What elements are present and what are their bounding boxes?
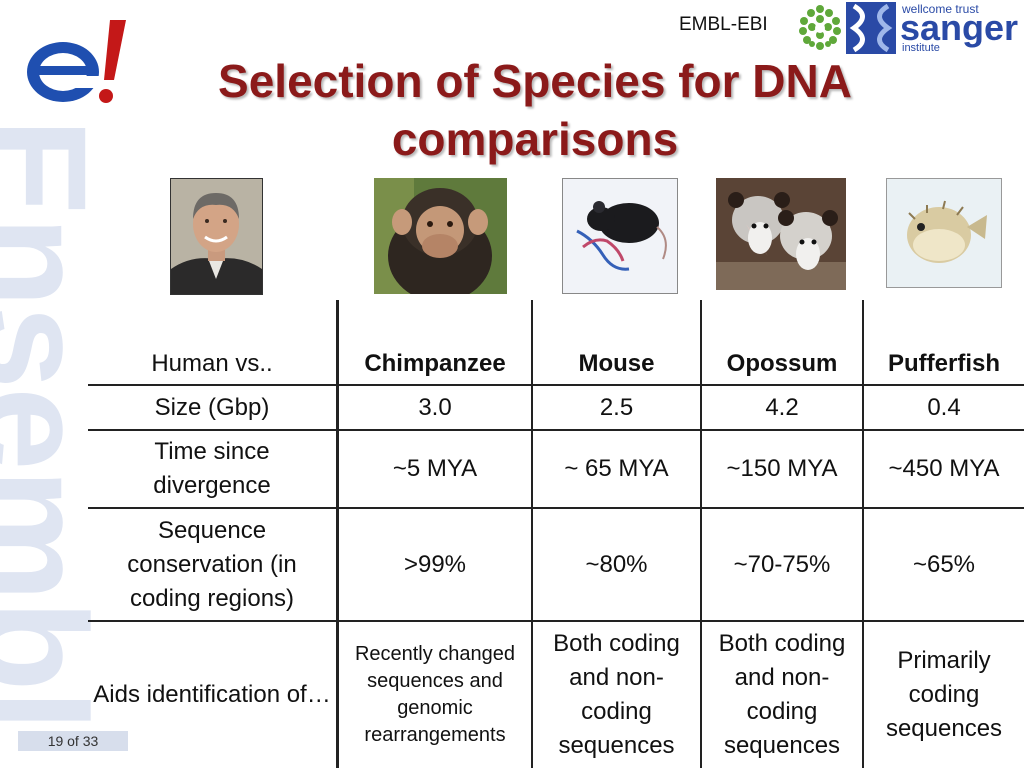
table-rule	[88, 384, 1024, 386]
table-rule	[88, 620, 1024, 622]
table-cell: ~80%	[585, 550, 648, 578]
embl-ebi-label: EMBL-EBI	[679, 14, 768, 35]
opossum-photo	[716, 178, 846, 290]
table-cell: 3.0	[418, 393, 452, 421]
table-cell: ~150 MYA	[726, 455, 838, 482]
column-header: Human vs..	[151, 350, 273, 377]
column-header: Mouse	[578, 350, 655, 377]
table-divider	[531, 300, 533, 768]
row-label: Sequence conservation (in coding regions…	[127, 516, 297, 612]
table-cell: 2.5	[599, 393, 634, 421]
table-divider	[700, 300, 702, 768]
sanger-top-text: wellcome trust	[902, 2, 979, 16]
row-label: Size (Gbp)	[154, 393, 270, 421]
table-cell: ~70-75%	[733, 550, 831, 578]
pufferfish-photo	[886, 178, 1002, 288]
species-comparison-table: Human vs.. Chimpanzee Mouse Opossum Puff…	[88, 300, 1024, 768]
chimpanzee-photo	[374, 178, 507, 294]
table-cell: 4.2	[765, 393, 799, 421]
table-cell: ~65%	[912, 550, 976, 578]
title-line-1: Selection of Species for DNA	[218, 55, 852, 107]
mouse-photo	[562, 178, 678, 294]
sanger-bottom-text: institute	[902, 42, 940, 54]
row-label: Time since divergence	[153, 438, 271, 499]
table-divider	[862, 300, 864, 768]
table-cell: 0.4	[927, 393, 961, 421]
table-cell: ~450 MYA	[888, 455, 1000, 482]
column-header: Pufferfish	[887, 350, 1000, 377]
table-rule	[88, 429, 1024, 431]
title-line-2: comparisons	[391, 113, 679, 165]
table-cell: Recently changed sequences and genomic r…	[354, 643, 516, 746]
column-header: Chimpanzee	[364, 350, 506, 377]
embl-ebi-logo-icon	[799, 5, 841, 50]
column-header: Opossum	[726, 350, 838, 377]
table-cell: ~ 65 MYA	[564, 455, 669, 482]
table-divider	[336, 300, 339, 768]
table-cell: Both coding and non-coding sequences	[718, 630, 846, 759]
table-cell: Both coding and non-coding sequences	[553, 630, 680, 759]
sanger-main-text: sanger	[900, 7, 1019, 48]
table-cell: Primarily coding sequences	[885, 647, 1003, 742]
page-number: 19 of 33	[18, 731, 128, 751]
table-cell: >99%	[403, 550, 467, 578]
human-photo	[170, 178, 263, 295]
sanger-logo-icon	[846, 2, 896, 54]
table-rule	[88, 507, 1024, 509]
row-label: Aids identification of…	[93, 681, 331, 708]
page-title: Selection of Species for DNA comparisons	[150, 52, 920, 168]
ensembl-e-icon	[27, 20, 126, 103]
sanger-institute-logo: wellcome trust sanger institute	[846, 2, 1024, 54]
table-cell: ~5 MYA	[392, 455, 478, 482]
